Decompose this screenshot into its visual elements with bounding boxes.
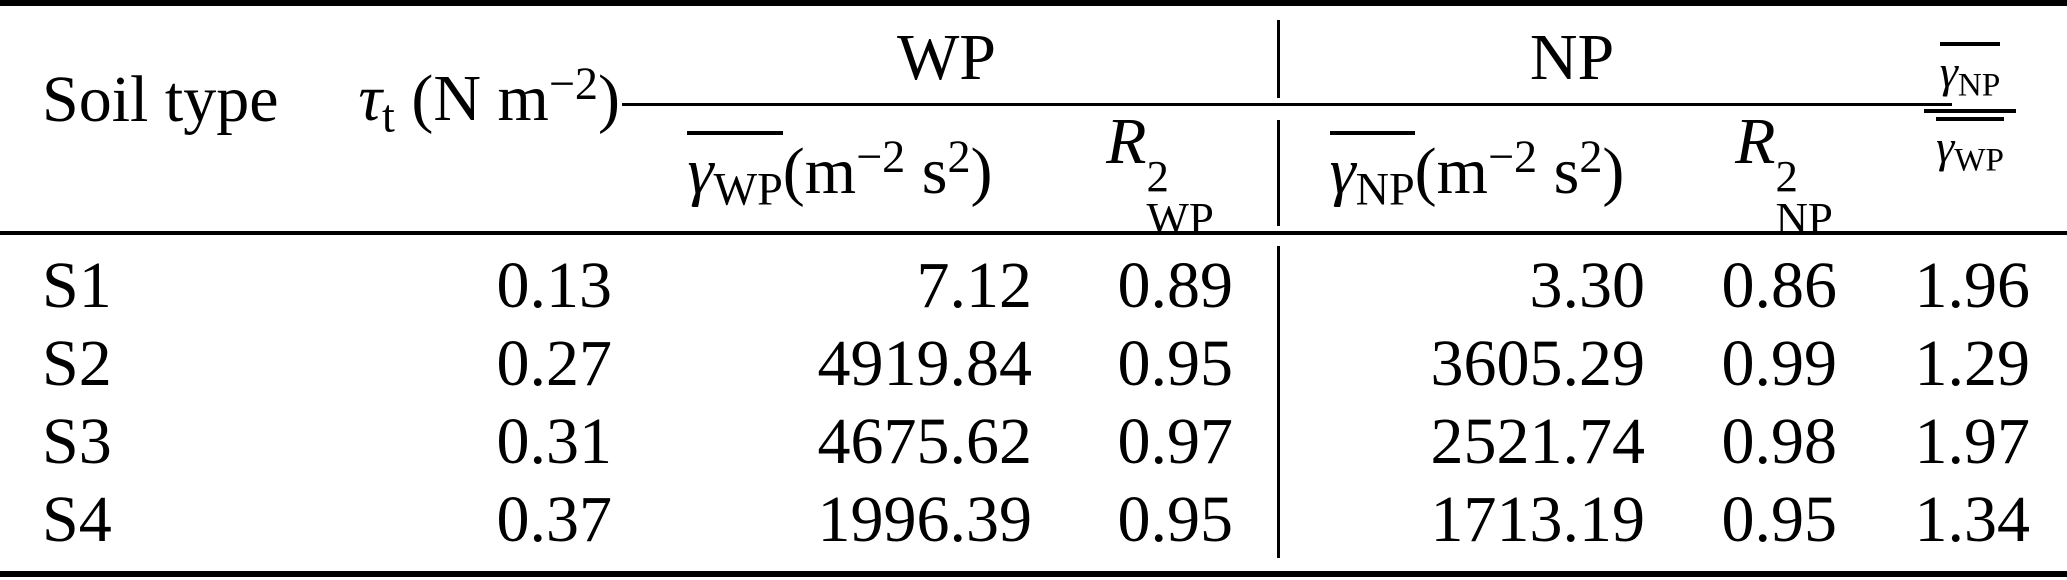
column-divider-top-segment bbox=[1277, 20, 1280, 98]
group-underline-rule bbox=[622, 103, 1952, 106]
cell-r2-np: 0.95 bbox=[1721, 483, 1838, 556]
cell-gamma-wp: 4675.62 bbox=[817, 405, 1033, 478]
cell-ratio: 1.34 bbox=[1914, 483, 2031, 556]
subheader-r2-np: R 2 NP bbox=[1735, 104, 1833, 244]
cell-soil-type: S2 bbox=[42, 327, 112, 400]
header-ratio-fraction: γNP γWP bbox=[1890, 42, 2050, 178]
cell-gamma-np: 3.30 bbox=[1529, 249, 1646, 322]
cell-r2-wp: 0.95 bbox=[1117, 483, 1234, 556]
cell-gamma-np: 3605.29 bbox=[1430, 327, 1646, 400]
group-header-np: NP bbox=[1529, 21, 1615, 94]
cell-gamma-wp: 7.12 bbox=[916, 249, 1033, 322]
column-divider-body-segment bbox=[1277, 246, 1280, 558]
cell-ratio: 1.96 bbox=[1914, 249, 2031, 322]
ratio-numerator: γNP bbox=[1939, 42, 2001, 103]
bottom-rule bbox=[0, 571, 2067, 577]
cell-r2-wp: 0.89 bbox=[1117, 249, 1234, 322]
cell-r2-np: 0.99 bbox=[1721, 327, 1838, 400]
header-soil-type: Soil type bbox=[42, 63, 279, 136]
cell-soil-type: S3 bbox=[42, 405, 112, 478]
subheader-gamma-np: γNP(m−2 s2) bbox=[1329, 130, 1625, 215]
subheader-gamma-wp: γWP(m−2 s2) bbox=[687, 130, 993, 215]
cell-r2-np: 0.86 bbox=[1721, 249, 1838, 322]
cell-gamma-wp: 4919.84 bbox=[817, 327, 1033, 400]
cell-tau: 0.27 bbox=[496, 327, 613, 400]
column-divider-middle-segment bbox=[1277, 120, 1280, 226]
group-header-wp: WP bbox=[897, 21, 996, 94]
cell-soil-type: S4 bbox=[42, 483, 112, 556]
cell-tau: 0.31 bbox=[496, 405, 613, 478]
subheader-r2-wp: R 2 WP bbox=[1106, 104, 1214, 244]
cell-gamma-np: 1713.19 bbox=[1430, 483, 1646, 556]
cell-r2-wp: 0.97 bbox=[1117, 405, 1234, 478]
ratio-denominator: γWP bbox=[1936, 117, 2004, 178]
cell-gamma-wp: 1996.39 bbox=[817, 483, 1033, 556]
cell-soil-type: S1 bbox=[42, 249, 112, 322]
top-rule bbox=[0, 0, 2067, 6]
fraction-bar bbox=[1924, 109, 2016, 114]
cell-r2-wp: 0.95 bbox=[1117, 327, 1234, 400]
cell-ratio: 1.97 bbox=[1914, 405, 2031, 478]
cell-ratio: 1.29 bbox=[1914, 327, 2031, 400]
cell-r2-np: 0.98 bbox=[1721, 405, 1838, 478]
cell-tau: 0.37 bbox=[496, 483, 613, 556]
header-tau: τt (N m−2) bbox=[312, 58, 620, 141]
tau-symbol: τt (N m−2) bbox=[358, 58, 620, 142]
cell-gamma-np: 2521.74 bbox=[1430, 405, 1646, 478]
cell-tau: 0.13 bbox=[496, 249, 613, 322]
header-body-rule bbox=[0, 231, 2067, 235]
